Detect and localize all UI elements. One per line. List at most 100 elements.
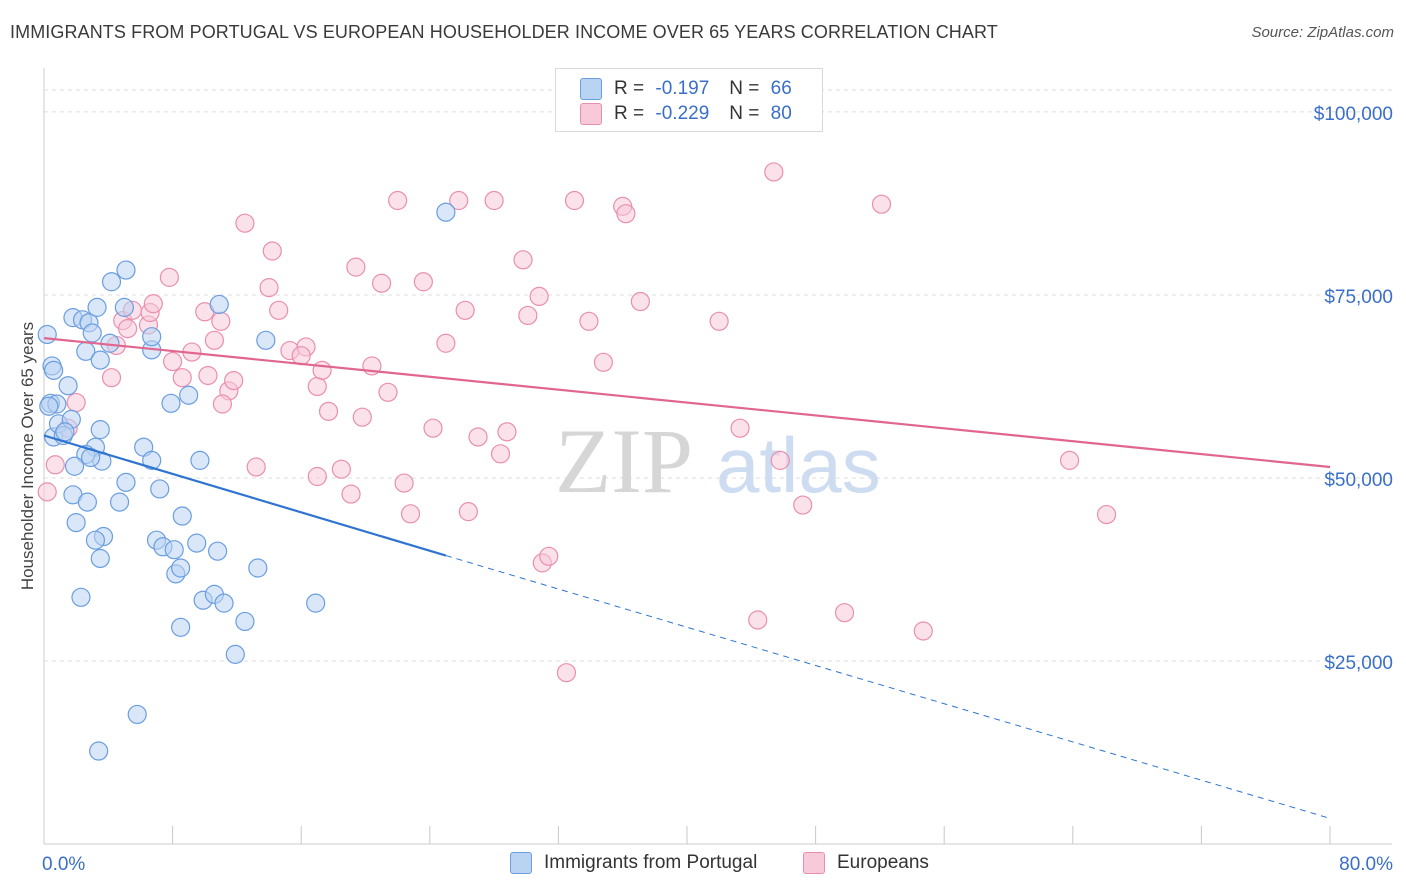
source-label: Source: ZipAtlas.com (1251, 24, 1394, 41)
portugal-points (37, 202, 456, 761)
x-tick-labels: 0.0% 80.0% (42, 854, 1393, 875)
europeans-point (834, 603, 855, 623)
europeans-point (346, 257, 366, 277)
europeans-point (449, 190, 469, 211)
europeans-point (913, 621, 933, 641)
stats-r-value: -0.197 (655, 78, 710, 99)
portugal-point (190, 450, 210, 470)
stats-swatch-portugal (580, 78, 602, 100)
stats-n-label: N = (729, 103, 760, 124)
europeans-point (556, 663, 577, 683)
portugal-point (248, 558, 268, 578)
europeans-point (539, 546, 559, 566)
portugal-point (66, 513, 86, 533)
stats-swatch-europeans (580, 103, 602, 125)
europeans-point (1059, 450, 1080, 470)
europeans-point (312, 360, 332, 380)
europeans-point (579, 311, 599, 331)
europeans-point (378, 382, 398, 402)
europeans-point (455, 300, 475, 320)
portugal-point (109, 492, 130, 512)
europeans-point (117, 319, 138, 339)
y-tick-labels: $25,000 $50,000 $75,000 $100,000 (1314, 104, 1393, 674)
stats-n-value: 66 (770, 78, 792, 99)
portugal-point (85, 530, 106, 550)
y-tick-label: $50,000 (1324, 470, 1393, 491)
trend-lines (43, 337, 1331, 819)
europeans-point (490, 444, 511, 464)
stats-row-portugal: R = -0.197 N = 66 (580, 77, 792, 101)
europeans-trend-line (43, 337, 1331, 469)
europeans-point (172, 368, 192, 388)
stats-row-europeans: R = -0.229 N = 80 (580, 102, 792, 126)
europeans-point (235, 213, 255, 233)
portugal-point (150, 479, 170, 499)
europeans-point (259, 278, 279, 298)
stats-r-label: R = (614, 78, 645, 99)
y-tick-label: $25,000 (1324, 653, 1393, 674)
watermark-zip: ZIP (555, 410, 693, 512)
europeans-point (730, 418, 750, 438)
portugal-point (209, 294, 229, 315)
portugal-point (127, 704, 147, 725)
europeans-point (764, 162, 784, 182)
portugal-point (77, 492, 98, 512)
europeans-point (1096, 504, 1117, 525)
portugal-point (89, 741, 109, 761)
europeans-point (269, 300, 289, 320)
portugal-point (90, 350, 110, 370)
europeans-point (163, 351, 183, 372)
y-axis-label: Householder Income Over 65 years (18, 322, 37, 590)
europeans-point (400, 504, 421, 524)
portugal-point (164, 540, 184, 560)
zipatlas-watermark: ZIP atlas (555, 410, 881, 512)
europeans-point (564, 190, 585, 211)
europeans-point (770, 450, 790, 470)
europeans-point (371, 273, 392, 293)
portugal-point (171, 558, 191, 578)
legend-swatch-europeans (803, 852, 825, 874)
europeans-point (793, 495, 813, 515)
portugal-point (58, 376, 78, 396)
europeans-point (413, 272, 433, 292)
europeans-point (518, 305, 538, 326)
portugal-point (87, 297, 107, 317)
axes (43, 68, 1392, 845)
stats-n-label: N = (729, 78, 760, 99)
legend-label-portugal: Immigrants from Portugal (544, 852, 758, 873)
portugal-point (116, 472, 136, 492)
grid-lines (44, 89, 1392, 662)
europeans-point (159, 267, 179, 287)
portugal-point (64, 456, 85, 476)
legend-label-europeans: Europeans (837, 852, 929, 873)
portugal-point (225, 644, 245, 664)
europeans-point (394, 473, 414, 493)
europeans-point (513, 250, 533, 270)
portugal-point (235, 611, 255, 632)
europeans-point (45, 455, 65, 475)
portugal-point (436, 202, 456, 222)
europeans-point (212, 394, 233, 414)
portugal-point (187, 533, 207, 553)
portugal-point (256, 330, 276, 350)
europeans-point (748, 610, 768, 630)
europeans-point (468, 427, 488, 447)
europeans-point (484, 190, 504, 211)
europeans-point (423, 418, 443, 438)
portugal-point (161, 393, 181, 413)
stats-r-label: R = (614, 103, 645, 124)
europeans-point (341, 484, 361, 504)
legend-item-europeans[interactable]: Europeans (803, 852, 929, 874)
europeans-point (458, 502, 478, 522)
portugal-point (142, 450, 162, 470)
portugal-point (37, 324, 57, 345)
europeans-point (318, 401, 339, 421)
europeans-point (198, 365, 218, 386)
legend-item-portugal[interactable]: Immigrants from Portugal (510, 852, 757, 874)
stats-legend: R = -0.197 N = 66 R = -0.229 N = 80 (555, 68, 823, 132)
europeans-point (224, 370, 244, 391)
europeans-point (211, 311, 231, 331)
europeans-point (66, 392, 86, 413)
legend-swatch-portugal (510, 852, 532, 874)
